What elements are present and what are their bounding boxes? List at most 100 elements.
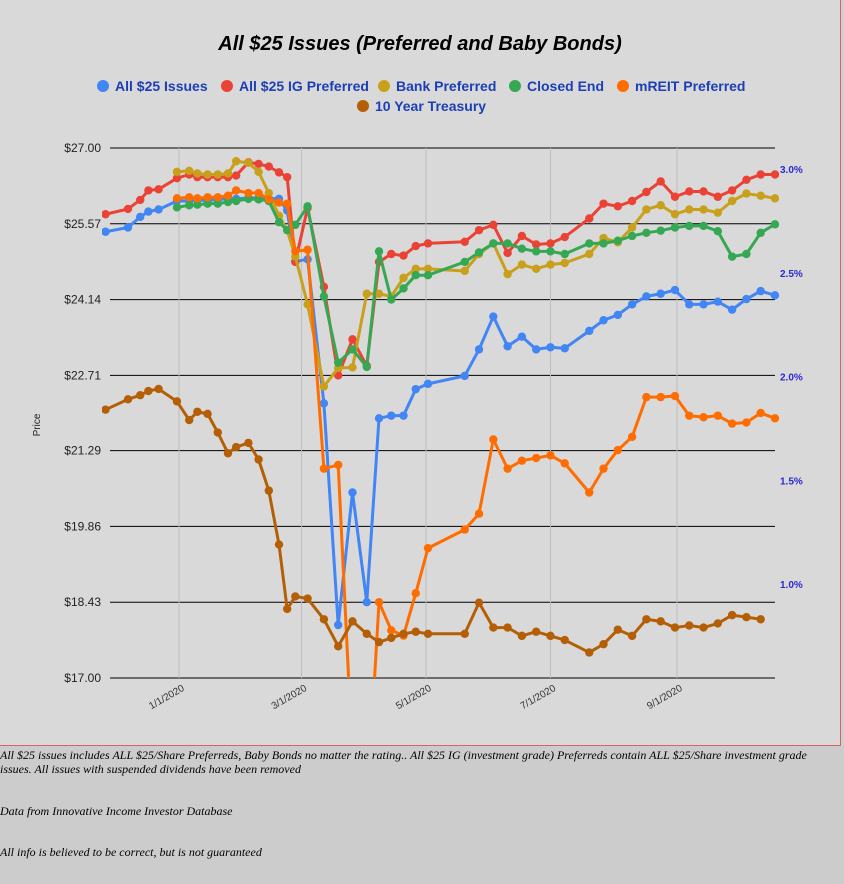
data-point bbox=[599, 639, 608, 649]
data-point bbox=[685, 621, 694, 630]
x-tick-label: 5/1/2020 bbox=[394, 683, 434, 712]
chart-svg: All $25 Issues (Preferred and Baby Bonds… bbox=[32, 33, 803, 712]
data-point bbox=[627, 196, 637, 206]
data-point bbox=[223, 169, 233, 178]
data-point bbox=[727, 305, 737, 314]
data-point bbox=[742, 175, 751, 184]
data-point bbox=[172, 167, 182, 177]
data-point bbox=[203, 193, 212, 202]
data-point bbox=[423, 379, 433, 389]
data-point bbox=[172, 397, 182, 406]
data-point bbox=[517, 332, 527, 341]
data-point bbox=[387, 411, 396, 420]
data-point bbox=[274, 198, 284, 207]
data-point bbox=[374, 247, 384, 256]
data-point bbox=[546, 247, 555, 256]
data-point bbox=[713, 227, 723, 236]
data-point bbox=[411, 271, 420, 280]
legend-marker bbox=[509, 80, 521, 92]
data-point bbox=[770, 194, 780, 203]
data-point bbox=[546, 451, 555, 460]
data-point bbox=[333, 371, 343, 380]
data-point bbox=[423, 264, 433, 274]
data-point bbox=[599, 239, 608, 248]
data-point bbox=[374, 637, 384, 647]
data-point bbox=[333, 358, 343, 367]
legend-marker bbox=[617, 80, 629, 92]
data-point bbox=[713, 297, 723, 306]
data-point bbox=[699, 300, 708, 309]
data-point bbox=[642, 187, 651, 197]
series-line bbox=[176, 188, 776, 678]
legend-label: All $25 Issues bbox=[115, 78, 208, 94]
data-point bbox=[560, 249, 569, 259]
data-point bbox=[282, 172, 292, 182]
data-point bbox=[185, 193, 194, 202]
series-line bbox=[104, 387, 761, 654]
data-point bbox=[348, 335, 357, 344]
data-point bbox=[460, 266, 469, 276]
data-point bbox=[503, 623, 512, 632]
data-point bbox=[254, 455, 263, 464]
data-point bbox=[770, 170, 780, 179]
data-point bbox=[642, 615, 651, 624]
data-point bbox=[387, 633, 396, 643]
data-point bbox=[742, 294, 751, 304]
data-point bbox=[123, 204, 133, 214]
data-point bbox=[713, 619, 723, 628]
data-point bbox=[411, 384, 420, 394]
data-point bbox=[254, 167, 263, 177]
data-point bbox=[223, 191, 233, 200]
data-point bbox=[319, 292, 329, 301]
data-point bbox=[756, 170, 765, 179]
data-point bbox=[144, 386, 153, 396]
data-point bbox=[503, 248, 512, 258]
data-point bbox=[742, 613, 751, 622]
data-point bbox=[460, 525, 469, 534]
data-point bbox=[489, 623, 498, 632]
data-point bbox=[489, 239, 498, 248]
legend-label: mREIT Preferred bbox=[635, 78, 745, 94]
data-point bbox=[102, 210, 110, 219]
data-point bbox=[319, 464, 329, 473]
data-point bbox=[348, 488, 357, 497]
data-point bbox=[423, 271, 433, 280]
data-point bbox=[203, 199, 212, 208]
data-point bbox=[460, 629, 469, 638]
y-tick-label: $25.57 bbox=[64, 217, 101, 231]
data-point bbox=[474, 248, 484, 257]
data-point bbox=[531, 264, 541, 274]
data-point bbox=[585, 239, 594, 248]
data-point bbox=[460, 257, 469, 267]
data-point bbox=[599, 316, 608, 325]
data-point bbox=[599, 464, 608, 473]
series-mreit-preferred bbox=[172, 186, 780, 678]
data-point bbox=[517, 244, 527, 253]
data-point bbox=[123, 395, 133, 404]
data-point bbox=[531, 453, 541, 463]
data-point bbox=[560, 635, 569, 645]
data-point bbox=[699, 413, 708, 422]
x-tick-label: 9/1/2020 bbox=[645, 683, 685, 712]
legend-label: Bank Preferred bbox=[396, 78, 496, 94]
data-point bbox=[613, 625, 623, 634]
data-point bbox=[756, 191, 765, 200]
data-point bbox=[642, 292, 651, 301]
y-axis-label: Price bbox=[32, 413, 43, 436]
chart-title: All $25 Issues (Preferred and Baby Bonds… bbox=[217, 33, 622, 55]
data-point bbox=[387, 295, 396, 304]
data-point bbox=[699, 187, 708, 196]
data-point bbox=[333, 620, 343, 630]
data-point bbox=[362, 598, 371, 607]
data-point bbox=[727, 610, 737, 620]
data-point bbox=[362, 289, 371, 298]
y-axis-ticks: $27.00 $25.57 $24.14 $22.71 $21.29 $19.86 $18.… bbox=[64, 141, 101, 685]
data-point bbox=[213, 170, 222, 179]
data-point bbox=[123, 223, 133, 232]
data-point bbox=[399, 251, 408, 260]
data-point bbox=[254, 159, 263, 169]
data-point bbox=[144, 207, 153, 216]
data-point bbox=[264, 195, 274, 204]
note-source: Data from Innovative Income Investor Dat… bbox=[0, 804, 233, 818]
legend-marker bbox=[221, 80, 233, 92]
